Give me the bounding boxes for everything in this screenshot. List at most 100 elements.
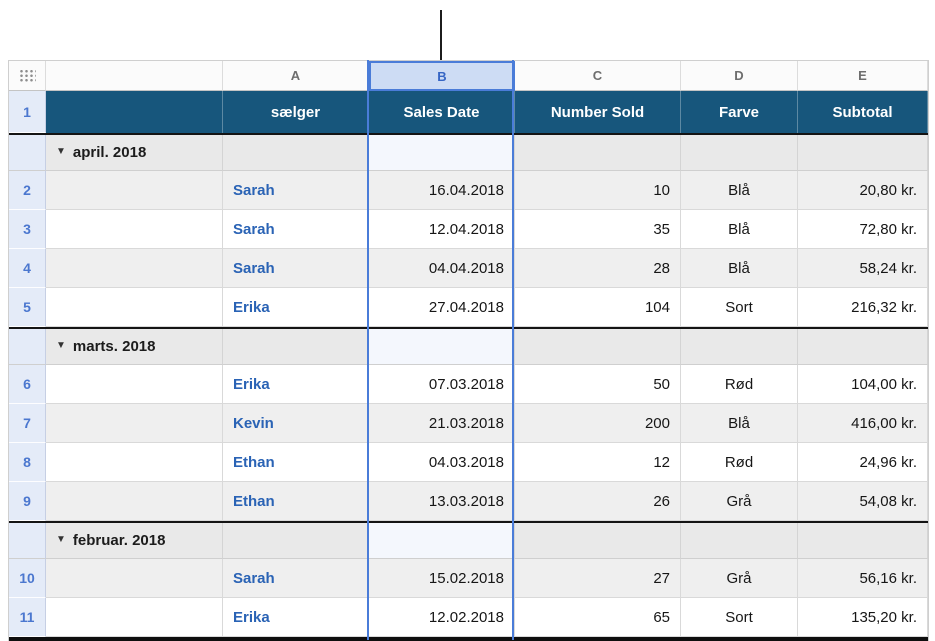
cell-seller[interactable]: Sarah <box>223 210 369 249</box>
category-cell[interactable] <box>46 210 223 249</box>
empty-cell[interactable] <box>515 329 681 365</box>
empty-cell[interactable] <box>515 523 681 559</box>
category-cell[interactable] <box>46 443 223 482</box>
cell-number-sold[interactable]: 104 <box>515 288 681 327</box>
empty-cell[interactable] <box>798 523 928 559</box>
row-number[interactable]: 9 <box>9 482 46 521</box>
cell-seller[interactable]: Ethan <box>223 482 369 521</box>
cell-subtotal[interactable]: 135,20 kr. <box>798 598 928 637</box>
cell-subtotal[interactable]: 56,16 kr. <box>798 559 928 598</box>
row-number-1[interactable]: 1 <box>9 91 46 133</box>
row-number-blank[interactable] <box>9 135 46 171</box>
cell-sales-date[interactable]: 12.02.2018 <box>369 598 515 637</box>
cell-seller[interactable]: Erika <box>223 365 369 404</box>
column-header-c[interactable]: C <box>515 61 681 91</box>
cell-farve[interactable]: Rød <box>681 443 798 482</box>
cell-seller[interactable]: Sarah <box>223 171 369 210</box>
cell-farve[interactable]: Blå <box>681 171 798 210</box>
category-cell[interactable] <box>46 404 223 443</box>
empty-cell[interactable] <box>369 523 515 559</box>
row-number[interactable]: 8 <box>9 443 46 482</box>
cell-subtotal[interactable]: 72,80 kr. <box>798 210 928 249</box>
header-cell-sales-date[interactable]: Sales Date <box>369 91 515 133</box>
category-cell[interactable] <box>46 598 223 637</box>
cell-farve[interactable]: Rød <box>681 365 798 404</box>
row-number[interactable]: 11 <box>9 598 46 637</box>
column-header-b-selected[interactable]: B <box>369 61 515 91</box>
cell-number-sold[interactable]: 65 <box>515 598 681 637</box>
empty-cell[interactable] <box>223 523 369 559</box>
cell-sales-date[interactable]: 15.02.2018 <box>369 559 515 598</box>
cell-seller[interactable]: Ethan <box>223 443 369 482</box>
cell-sales-date[interactable]: 27.04.2018 <box>369 288 515 327</box>
header-cell-seller[interactable]: sælger <box>223 91 369 133</box>
table-drag-handle[interactable] <box>9 61 46 91</box>
cell-farve[interactable]: Blå <box>681 210 798 249</box>
disclosure-triangle-icon[interactable]: ▼ <box>56 534 66 545</box>
empty-cell[interactable] <box>681 135 798 171</box>
cell-farve[interactable]: Grå <box>681 559 798 598</box>
header-cell-subtotal[interactable]: Subtotal <box>798 91 928 133</box>
category-cell[interactable] <box>46 171 223 210</box>
empty-cell[interactable] <box>681 329 798 365</box>
cell-seller[interactable]: Kevin <box>223 404 369 443</box>
category-cell[interactable] <box>46 288 223 327</box>
category-cell[interactable] <box>46 482 223 521</box>
row-number[interactable]: 4 <box>9 249 46 288</box>
column-header-d[interactable]: D <box>681 61 798 91</box>
cell-number-sold[interactable]: 28 <box>515 249 681 288</box>
cell-seller[interactable]: Sarah <box>223 249 369 288</box>
cell-number-sold[interactable]: 27 <box>515 559 681 598</box>
cell-subtotal[interactable]: 216,32 kr. <box>798 288 928 327</box>
row-number-blank[interactable] <box>9 329 46 365</box>
cell-seller[interactable]: Erika <box>223 288 369 327</box>
cell-subtotal[interactable]: 24,96 kr. <box>798 443 928 482</box>
row-number[interactable]: 3 <box>9 210 46 249</box>
cell-farve[interactable]: Grå <box>681 482 798 521</box>
empty-cell[interactable] <box>369 329 515 365</box>
cell-subtotal[interactable]: 104,00 kr. <box>798 365 928 404</box>
cell-sales-date[interactable]: 07.03.2018 <box>369 365 515 404</box>
category-cell[interactable] <box>46 559 223 598</box>
cell-sales-date[interactable]: 12.04.2018 <box>369 210 515 249</box>
row-number[interactable]: 2 <box>9 171 46 210</box>
empty-cell[interactable] <box>369 135 515 171</box>
cell-sales-date[interactable]: 04.03.2018 <box>369 443 515 482</box>
row-number[interactable]: 10 <box>9 559 46 598</box>
category-cell[interactable] <box>46 365 223 404</box>
cell-farve[interactable]: Sort <box>681 598 798 637</box>
column-header-a[interactable]: A <box>223 61 369 91</box>
cell-sales-date[interactable]: 04.04.2018 <box>369 249 515 288</box>
cell-farve[interactable]: Blå <box>681 249 798 288</box>
group-label-cell[interactable]: ▼ februar. 2018 <box>46 523 223 559</box>
row-number-blank[interactable] <box>9 523 46 559</box>
empty-cell[interactable] <box>223 329 369 365</box>
empty-cell[interactable] <box>798 329 928 365</box>
cell-farve[interactable]: Blå <box>681 404 798 443</box>
column-header-category[interactable] <box>46 61 223 91</box>
cell-subtotal[interactable]: 20,80 kr. <box>798 171 928 210</box>
cell-number-sold[interactable]: 200 <box>515 404 681 443</box>
cell-subtotal[interactable]: 58,24 kr. <box>798 249 928 288</box>
cell-seller[interactable]: Erika <box>223 598 369 637</box>
cell-seller[interactable]: Sarah <box>223 559 369 598</box>
empty-cell[interactable] <box>223 135 369 171</box>
cell-number-sold[interactable]: 50 <box>515 365 681 404</box>
column-header-e[interactable]: E <box>798 61 928 91</box>
disclosure-triangle-icon[interactable]: ▼ <box>56 146 66 157</box>
empty-cell[interactable] <box>515 135 681 171</box>
group-label-cell[interactable]: ▼ april. 2018 <box>46 135 223 171</box>
empty-cell[interactable] <box>681 523 798 559</box>
row-number[interactable]: 7 <box>9 404 46 443</box>
disclosure-triangle-icon[interactable]: ▼ <box>56 340 66 351</box>
row-number[interactable]: 6 <box>9 365 46 404</box>
row-number[interactable]: 5 <box>9 288 46 327</box>
cell-number-sold[interactable]: 10 <box>515 171 681 210</box>
cell-sales-date[interactable]: 16.04.2018 <box>369 171 515 210</box>
header-cell-number-sold[interactable]: Number Sold <box>515 91 681 133</box>
category-cell[interactable] <box>46 249 223 288</box>
cell-number-sold[interactable]: 26 <box>515 482 681 521</box>
cell-farve[interactable]: Sort <box>681 288 798 327</box>
cell-subtotal[interactable]: 416,00 kr. <box>798 404 928 443</box>
cell-number-sold[interactable]: 12 <box>515 443 681 482</box>
